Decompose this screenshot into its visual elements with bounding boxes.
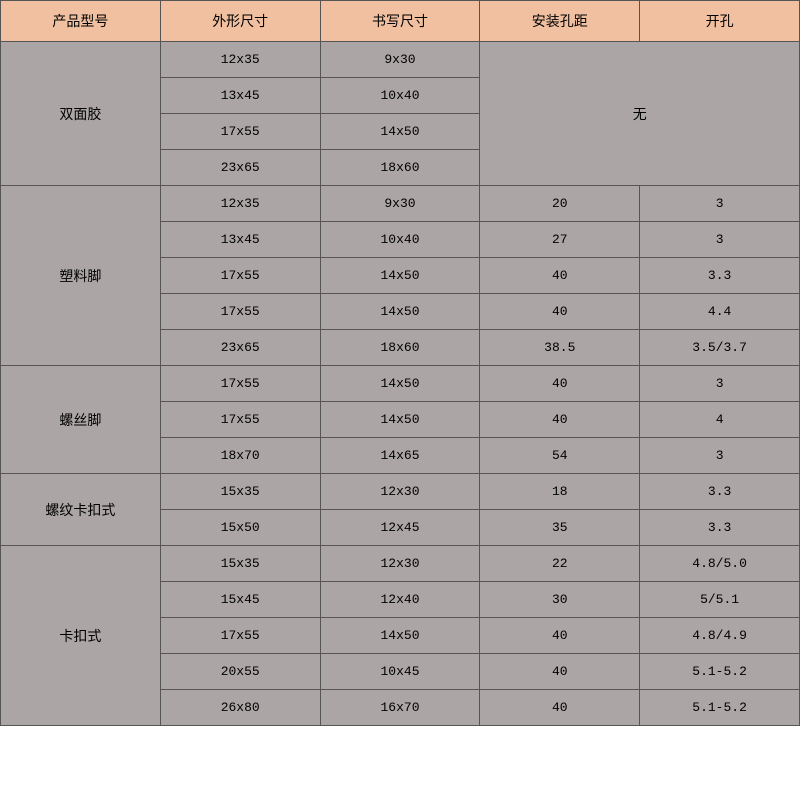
- mount-cell: 30: [480, 582, 640, 618]
- write-cell: 10x45: [320, 654, 480, 690]
- hole-cell: 3.3: [640, 474, 800, 510]
- header-row: 产品型号 外形尺寸 书写尺寸 安装孔距 开孔: [1, 1, 800, 42]
- hole-cell: 4.8/5.0: [640, 546, 800, 582]
- outer-cell: 18x70: [160, 438, 320, 474]
- product-cell: 螺纹卡扣式: [1, 474, 161, 546]
- outer-cell: 15x35: [160, 546, 320, 582]
- mount-cell: 35: [480, 510, 640, 546]
- outer-cell: 13x45: [160, 78, 320, 114]
- product-cell: 卡扣式: [1, 546, 161, 726]
- hole-cell: 3: [640, 366, 800, 402]
- table-row: 双面胶 12x35 9x30 无: [1, 42, 800, 78]
- write-cell: 14x50: [320, 366, 480, 402]
- hole-cell: 3: [640, 186, 800, 222]
- product-cell: 螺丝脚: [1, 366, 161, 474]
- outer-cell: 20x55: [160, 654, 320, 690]
- mount-cell: 40: [480, 402, 640, 438]
- col-header-outer: 外形尺寸: [160, 1, 320, 42]
- write-cell: 10x40: [320, 222, 480, 258]
- table-row: 螺纹卡扣式 15x35 12x30 18 3.3: [1, 474, 800, 510]
- outer-cell: 15x50: [160, 510, 320, 546]
- mount-cell: 40: [480, 618, 640, 654]
- mount-cell: 40: [480, 258, 640, 294]
- write-cell: 14x50: [320, 618, 480, 654]
- spec-table: 产品型号 外形尺寸 书写尺寸 安装孔距 开孔 双面胶 12x35 9x30 无 …: [0, 0, 800, 726]
- write-cell: 18x60: [320, 330, 480, 366]
- write-cell: 9x30: [320, 186, 480, 222]
- write-cell: 14x50: [320, 294, 480, 330]
- table-body: 双面胶 12x35 9x30 无 13x45 10x40 17x55 14x50…: [1, 42, 800, 726]
- write-cell: 12x30: [320, 546, 480, 582]
- hole-cell: 3.3: [640, 258, 800, 294]
- write-cell: 9x30: [320, 42, 480, 78]
- mount-cell: 40: [480, 366, 640, 402]
- hole-cell: 4.8/4.9: [640, 618, 800, 654]
- write-cell: 14x50: [320, 402, 480, 438]
- mount-cell: 22: [480, 546, 640, 582]
- write-cell: 10x40: [320, 78, 480, 114]
- col-header-hole: 开孔: [640, 1, 800, 42]
- outer-cell: 17x55: [160, 402, 320, 438]
- outer-cell: 13x45: [160, 222, 320, 258]
- write-cell: 12x30: [320, 474, 480, 510]
- outer-cell: 17x55: [160, 114, 320, 150]
- col-header-write: 书写尺寸: [320, 1, 480, 42]
- mount-cell: 38.5: [480, 330, 640, 366]
- hole-cell: 3: [640, 222, 800, 258]
- mount-cell: 27: [480, 222, 640, 258]
- mount-cell: 20: [480, 186, 640, 222]
- table-row: 螺丝脚 17x55 14x50 40 3: [1, 366, 800, 402]
- mount-cell: 54: [480, 438, 640, 474]
- merged-none-cell: 无: [480, 42, 800, 186]
- hole-cell: 4.4: [640, 294, 800, 330]
- outer-cell: 23x65: [160, 330, 320, 366]
- hole-cell: 5/5.1: [640, 582, 800, 618]
- hole-cell: 5.1-5.2: [640, 654, 800, 690]
- hole-cell: 5.1-5.2: [640, 690, 800, 726]
- table-row: 塑料脚 12x35 9x30 20 3: [1, 186, 800, 222]
- write-cell: 16x70: [320, 690, 480, 726]
- outer-cell: 23x65: [160, 150, 320, 186]
- outer-cell: 17x55: [160, 294, 320, 330]
- write-cell: 12x40: [320, 582, 480, 618]
- outer-cell: 26x80: [160, 690, 320, 726]
- hole-cell: 3.5/3.7: [640, 330, 800, 366]
- hole-cell: 3.3: [640, 510, 800, 546]
- col-header-mount: 安装孔距: [480, 1, 640, 42]
- outer-cell: 15x45: [160, 582, 320, 618]
- write-cell: 18x60: [320, 150, 480, 186]
- hole-cell: 3: [640, 438, 800, 474]
- write-cell: 12x45: [320, 510, 480, 546]
- table-row: 卡扣式 15x35 12x30 22 4.8/5.0: [1, 546, 800, 582]
- write-cell: 14x65: [320, 438, 480, 474]
- product-cell: 塑料脚: [1, 186, 161, 366]
- mount-cell: 40: [480, 294, 640, 330]
- outer-cell: 17x55: [160, 618, 320, 654]
- mount-cell: 40: [480, 654, 640, 690]
- mount-cell: 18: [480, 474, 640, 510]
- outer-cell: 15x35: [160, 474, 320, 510]
- mount-cell: 40: [480, 690, 640, 726]
- outer-cell: 17x55: [160, 258, 320, 294]
- outer-cell: 17x55: [160, 366, 320, 402]
- hole-cell: 4: [640, 402, 800, 438]
- outer-cell: 12x35: [160, 186, 320, 222]
- write-cell: 14x50: [320, 114, 480, 150]
- col-header-product: 产品型号: [1, 1, 161, 42]
- write-cell: 14x50: [320, 258, 480, 294]
- outer-cell: 12x35: [160, 42, 320, 78]
- product-cell: 双面胶: [1, 42, 161, 186]
